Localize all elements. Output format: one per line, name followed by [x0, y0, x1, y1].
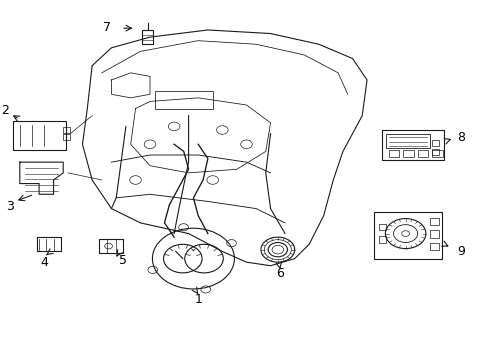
Text: 2: 2	[1, 104, 9, 117]
Text: 4: 4	[40, 256, 48, 269]
Bar	[403, 150, 413, 157]
Text: 6: 6	[276, 267, 284, 280]
Bar	[429, 230, 439, 238]
Bar	[381, 130, 443, 160]
Bar	[155, 91, 212, 109]
Bar	[417, 150, 427, 157]
Text: 8: 8	[456, 131, 464, 144]
Bar	[429, 243, 439, 250]
Bar	[378, 224, 386, 230]
Bar	[431, 140, 439, 146]
Text: 9: 9	[456, 245, 464, 258]
Bar	[63, 134, 70, 140]
Bar	[142, 30, 153, 44]
Text: 1: 1	[194, 293, 202, 306]
Text: 3: 3	[6, 200, 14, 213]
Bar	[99, 239, 123, 253]
Text: 7: 7	[102, 21, 110, 34]
Bar	[386, 134, 429, 148]
Bar	[373, 212, 441, 258]
Bar	[63, 127, 70, 133]
Bar	[431, 150, 442, 157]
Text: 5: 5	[119, 254, 127, 267]
Bar	[431, 149, 439, 155]
Bar	[388, 150, 399, 157]
Bar	[378, 236, 386, 243]
Bar	[429, 217, 439, 225]
